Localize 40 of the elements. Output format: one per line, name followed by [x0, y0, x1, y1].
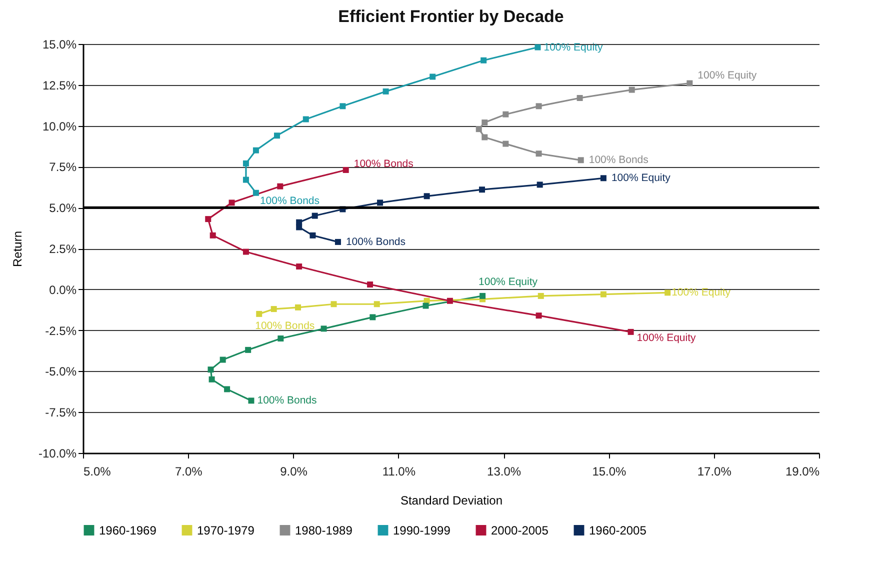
y-tick-label: 0.0% — [49, 282, 77, 297]
x-tick-label: 13.0% — [487, 464, 522, 478]
x-tick-label: 7.0% — [174, 464, 203, 478]
y-axis-title: Return — [10, 230, 24, 268]
y-tick-label: 2.5% — [49, 242, 77, 256]
y-tick-label: 15.0% — [42, 38, 77, 52]
y-tick-label: -2.5% — [45, 324, 77, 338]
annotation: 100% Equity — [478, 276, 538, 288]
annotation: 100% Bonds — [346, 236, 406, 248]
x-tick-label: 11.0% — [382, 464, 416, 478]
annotation: 100% Bonds — [255, 320, 315, 332]
annotation: 100% Equity — [672, 286, 732, 299]
y-tick-label: -5.0% — [45, 364, 77, 379]
legend-label: 1980-1989 — [295, 523, 353, 538]
annotation: 100% Equity — [544, 41, 604, 54]
y-tick-label: 10.0% — [42, 119, 77, 134]
x-tick-label: 5.0% — [84, 464, 112, 478]
legend-label: 1960-1969 — [99, 523, 157, 538]
annotation: 100% Bonds — [354, 158, 414, 170]
x-tick-label: 19.0% — [785, 464, 820, 478]
x-tick-label: 17.0% — [697, 464, 732, 478]
legend-label: 1990-1999 — [393, 523, 451, 538]
annotation: 100% Equity — [611, 172, 672, 184]
y-tick-label: 12.5% — [42, 78, 77, 92]
y-tick-label: 7.5% — [49, 160, 77, 174]
annotation: 100% Equity — [698, 69, 758, 82]
legend-label: 1970-1979 — [197, 523, 255, 538]
x-axis-title: Standard Deviation — [400, 494, 503, 508]
annotation: 100% Equity — [636, 332, 696, 344]
annotation: 100% Bonds — [260, 194, 320, 207]
legend-label: 2000-2005 — [491, 523, 549, 538]
chart-title: Efficient Frontier by Decade — [338, 7, 564, 26]
x-tick-label: 9.0% — [280, 464, 308, 478]
x-tick-label: 15.0% — [592, 464, 627, 478]
legend-label: 1960-2005 — [589, 523, 647, 538]
annotation: 100% Bonds — [588, 154, 648, 166]
annotation: 100% Bonds — [257, 394, 317, 407]
y-tick-label: -7.5% — [45, 406, 77, 420]
y-tick-label: -10.0% — [38, 446, 77, 460]
y-tick-label: 5.0% — [49, 201, 77, 216]
